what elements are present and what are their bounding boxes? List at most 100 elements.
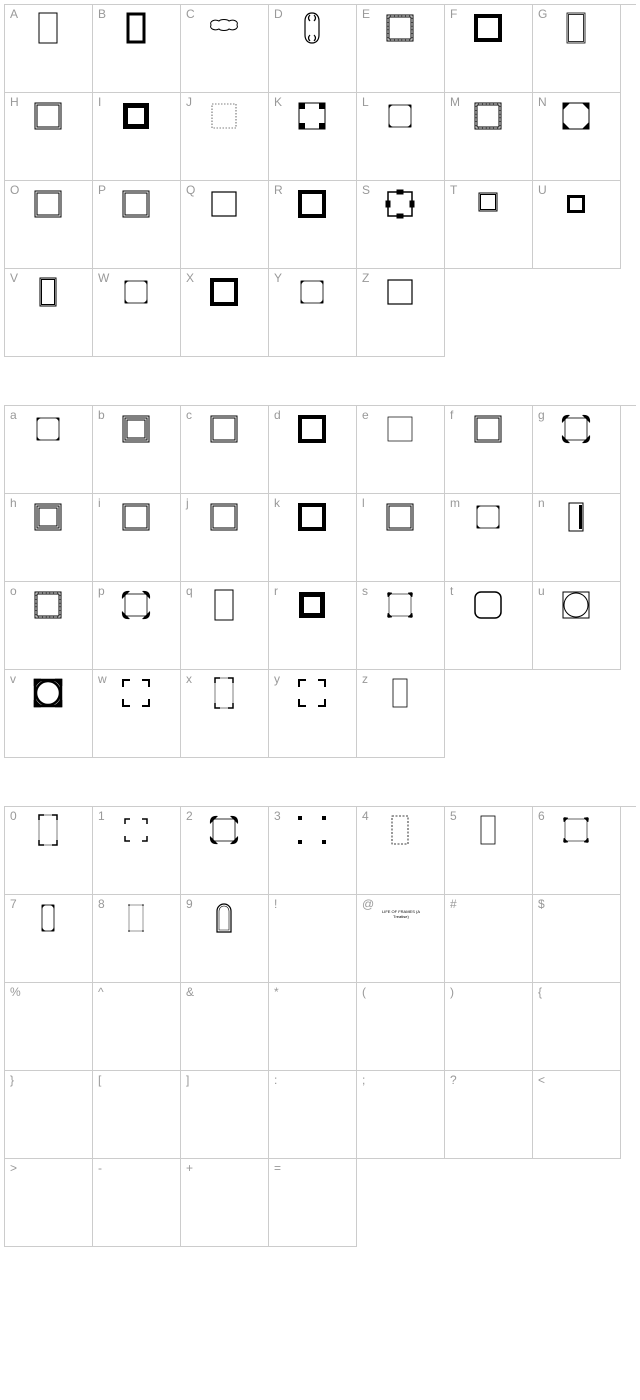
glyph-cell[interactable]: m: [445, 494, 533, 582]
cell-label: r: [274, 585, 278, 597]
glyph-cell[interactable]: C: [181, 5, 269, 93]
glyph-cell[interactable]: Y: [269, 269, 357, 357]
glyph-cell[interactable]: ;: [357, 1071, 445, 1159]
cell-label: g: [538, 409, 545, 421]
frame-glyph-icon: [471, 412, 505, 446]
frame-glyph-icon: [119, 275, 153, 309]
glyph-cell[interactable]: ^: [93, 983, 181, 1071]
glyph-cell[interactable]: 3: [269, 807, 357, 895]
glyph-cell[interactable]: y: [269, 670, 357, 758]
glyph-cell[interactable]: @LIFE OF FRAMES (A Treatise): [357, 895, 445, 983]
glyph-cell[interactable]: }: [5, 1071, 93, 1159]
glyph-cell[interactable]: x: [181, 670, 269, 758]
cell-label: ): [450, 986, 454, 998]
glyph-cell[interactable]: +: [181, 1159, 269, 1247]
glyph-cell[interactable]: :: [269, 1071, 357, 1159]
glyph-cell[interactable]: O: [5, 181, 93, 269]
cell-label: e: [362, 409, 369, 421]
glyph-cell[interactable]: u: [533, 582, 621, 670]
glyph-cell[interactable]: a: [5, 406, 93, 494]
glyph-cell[interactable]: K: [269, 93, 357, 181]
glyph-cell[interactable]: U: [533, 181, 621, 269]
glyph-cell[interactable]: 5: [445, 807, 533, 895]
glyph-cell[interactable]: {: [533, 983, 621, 1071]
frame-glyph-icon: [31, 187, 65, 221]
glyph-cell[interactable]: 2: [181, 807, 269, 895]
frame-glyph-icon: [31, 901, 65, 935]
glyph-cell[interactable]: <: [533, 1071, 621, 1159]
glyph-cell[interactable]: d: [269, 406, 357, 494]
glyph-cell[interactable]: e: [357, 406, 445, 494]
glyph-cell[interactable]: h: [5, 494, 93, 582]
glyph-cell[interactable]: [: [93, 1071, 181, 1159]
glyph-cell[interactable]: z: [357, 670, 445, 758]
frame-glyph-icon: [295, 11, 329, 45]
cell-label: Z: [362, 272, 369, 284]
frame-glyph-icon: [119, 99, 153, 133]
glyph-cell[interactable]: R: [269, 181, 357, 269]
glyph-cell[interactable]: 9: [181, 895, 269, 983]
glyph-cell[interactable]: 4: [357, 807, 445, 895]
glyph-cell[interactable]: H: [5, 93, 93, 181]
glyph-cell[interactable]: 8: [93, 895, 181, 983]
glyph-cell[interactable]: !: [269, 895, 357, 983]
glyph-cell[interactable]: F: [445, 5, 533, 93]
glyph-cell[interactable]: (: [357, 983, 445, 1071]
glyph-cell[interactable]: %: [5, 983, 93, 1071]
glyph-cell[interactable]: r: [269, 582, 357, 670]
cell-label: [: [98, 1074, 101, 1086]
glyph-cell[interactable]: >: [5, 1159, 93, 1247]
glyph-cell[interactable]: w: [93, 670, 181, 758]
glyph-cell[interactable]: q: [181, 582, 269, 670]
glyph-cell[interactable]: B: [93, 5, 181, 93]
glyph-cell[interactable]: N: [533, 93, 621, 181]
glyph-cell[interactable]: L: [357, 93, 445, 181]
glyph-cell[interactable]: Q: [181, 181, 269, 269]
glyph-cell[interactable]: k: [269, 494, 357, 582]
glyph-cell[interactable]: G: [533, 5, 621, 93]
glyph-cell[interactable]: D: [269, 5, 357, 93]
glyph-cell[interactable]: #: [445, 895, 533, 983]
glyph-cell[interactable]: p: [93, 582, 181, 670]
glyph-cell[interactable]: 1: [93, 807, 181, 895]
glyph-cell[interactable]: X: [181, 269, 269, 357]
glyph-cell[interactable]: Z: [357, 269, 445, 357]
glyph-cell[interactable]: I: [93, 93, 181, 181]
glyph-cell[interactable]: &: [181, 983, 269, 1071]
glyph-cell[interactable]: M: [445, 93, 533, 181]
cell-label: i: [98, 497, 101, 509]
glyph-cell[interactable]: s: [357, 582, 445, 670]
cell-label: B: [98, 8, 106, 20]
glyph-cell[interactable]: b: [93, 406, 181, 494]
glyph-cell[interactable]: V: [5, 269, 93, 357]
glyph-cell[interactable]: E: [357, 5, 445, 93]
glyph-cell[interactable]: -: [93, 1159, 181, 1247]
glyph-cell[interactable]: *: [269, 983, 357, 1071]
glyph-cell[interactable]: 6: [533, 807, 621, 895]
glyph-cell[interactable]: v: [5, 670, 93, 758]
glyph-cell[interactable]: j: [181, 494, 269, 582]
glyph-cell[interactable]: n: [533, 494, 621, 582]
glyph-cell[interactable]: l: [357, 494, 445, 582]
glyph-cell[interactable]: P: [93, 181, 181, 269]
glyph-cell[interactable]: =: [269, 1159, 357, 1247]
cell-label: f: [450, 409, 453, 421]
glyph-cell[interactable]: ): [445, 983, 533, 1071]
glyph-cell[interactable]: 0: [5, 807, 93, 895]
glyph-cell[interactable]: W: [93, 269, 181, 357]
glyph-cell[interactable]: $: [533, 895, 621, 983]
glyph-cell[interactable]: S: [357, 181, 445, 269]
glyph-cell[interactable]: A: [5, 5, 93, 93]
cell-label: I: [98, 96, 101, 108]
glyph-cell[interactable]: i: [93, 494, 181, 582]
glyph-cell[interactable]: J: [181, 93, 269, 181]
glyph-cell[interactable]: o: [5, 582, 93, 670]
glyph-cell[interactable]: ]: [181, 1071, 269, 1159]
glyph-cell[interactable]: 7: [5, 895, 93, 983]
glyph-cell[interactable]: t: [445, 582, 533, 670]
glyph-cell[interactable]: f: [445, 406, 533, 494]
glyph-cell[interactable]: c: [181, 406, 269, 494]
glyph-cell[interactable]: g: [533, 406, 621, 494]
glyph-cell[interactable]: ?: [445, 1071, 533, 1159]
glyph-cell[interactable]: T: [445, 181, 533, 269]
